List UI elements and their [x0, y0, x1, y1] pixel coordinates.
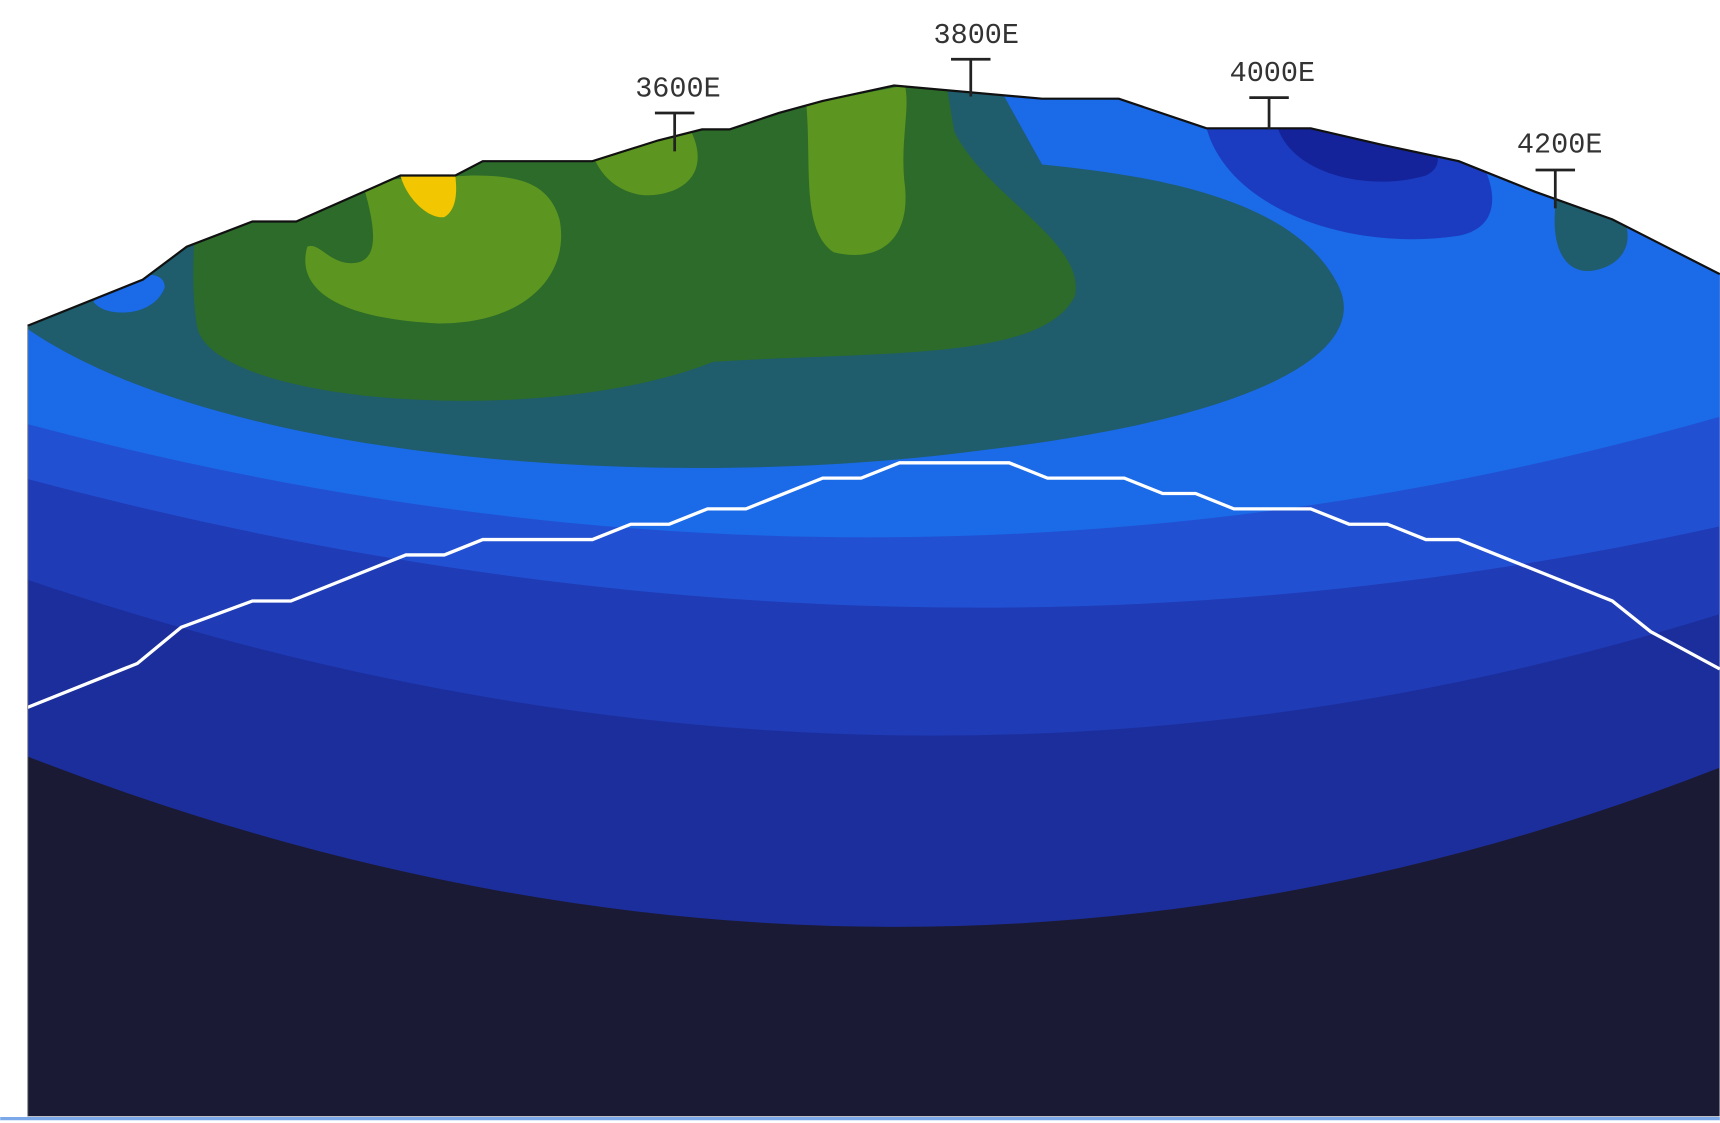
station-marker: [951, 57, 991, 97]
interpreted-boundary: [27, 461, 1720, 709]
anomaly: [592, 131, 698, 196]
station-marker: [654, 111, 695, 152]
station-label: 4200E: [1517, 128, 1603, 161]
station-markers: [654, 57, 1576, 209]
station-marker: [1535, 168, 1576, 209]
anomaly: [400, 175, 457, 218]
station-label: 4000E: [1230, 57, 1316, 90]
anomaly: [93, 274, 165, 313]
station-label: 3800E: [933, 19, 1019, 52]
anomaly: [806, 85, 907, 255]
anomaly: [305, 175, 562, 324]
station-marker: [1249, 96, 1289, 130]
topography: [27, 84, 1720, 327]
station-label: 3600E: [635, 73, 721, 106]
